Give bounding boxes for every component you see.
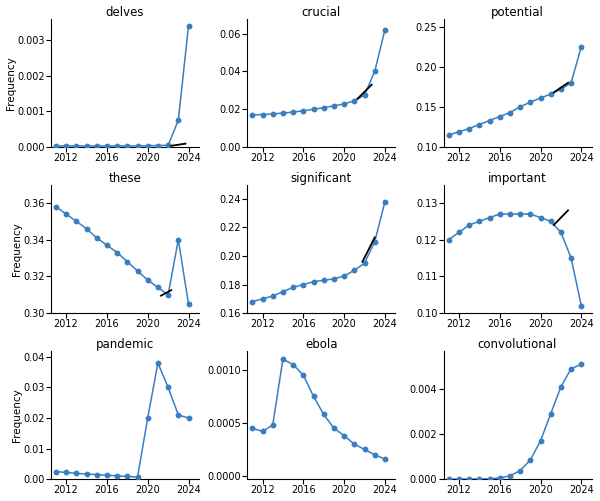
Title: delves: delves	[106, 6, 144, 19]
Title: these: these	[109, 172, 141, 185]
Title: significant: significant	[290, 172, 352, 185]
Y-axis label: Frequency: Frequency	[11, 222, 22, 276]
Title: convolutional: convolutional	[478, 338, 557, 351]
Title: ebola: ebola	[305, 338, 337, 351]
Title: important: important	[488, 172, 547, 185]
Y-axis label: Frequency: Frequency	[11, 388, 22, 442]
Title: crucial: crucial	[302, 6, 341, 19]
Y-axis label: Frequency: Frequency	[5, 56, 16, 110]
Title: potential: potential	[491, 6, 544, 19]
Title: pandemic: pandemic	[95, 338, 154, 351]
